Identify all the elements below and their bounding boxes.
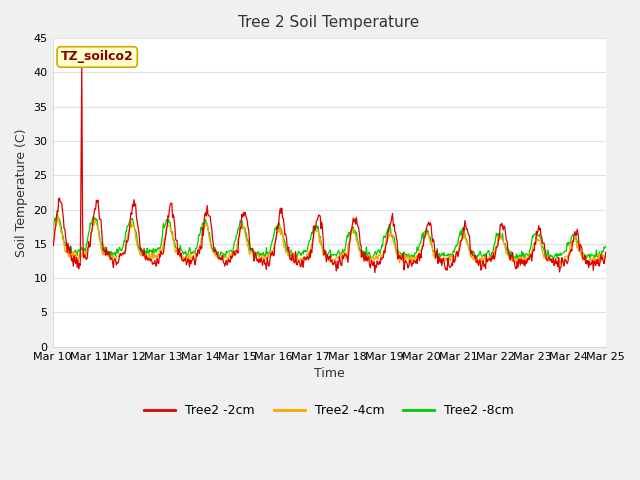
Y-axis label: Soil Temperature (C): Soil Temperature (C)	[15, 128, 28, 257]
Text: TZ_soilco2: TZ_soilco2	[61, 50, 134, 63]
Legend: Tree2 -2cm, Tree2 -4cm, Tree2 -8cm: Tree2 -2cm, Tree2 -4cm, Tree2 -8cm	[139, 399, 519, 422]
X-axis label: Time: Time	[314, 367, 344, 380]
Title: Tree 2 Soil Temperature: Tree 2 Soil Temperature	[239, 15, 420, 30]
